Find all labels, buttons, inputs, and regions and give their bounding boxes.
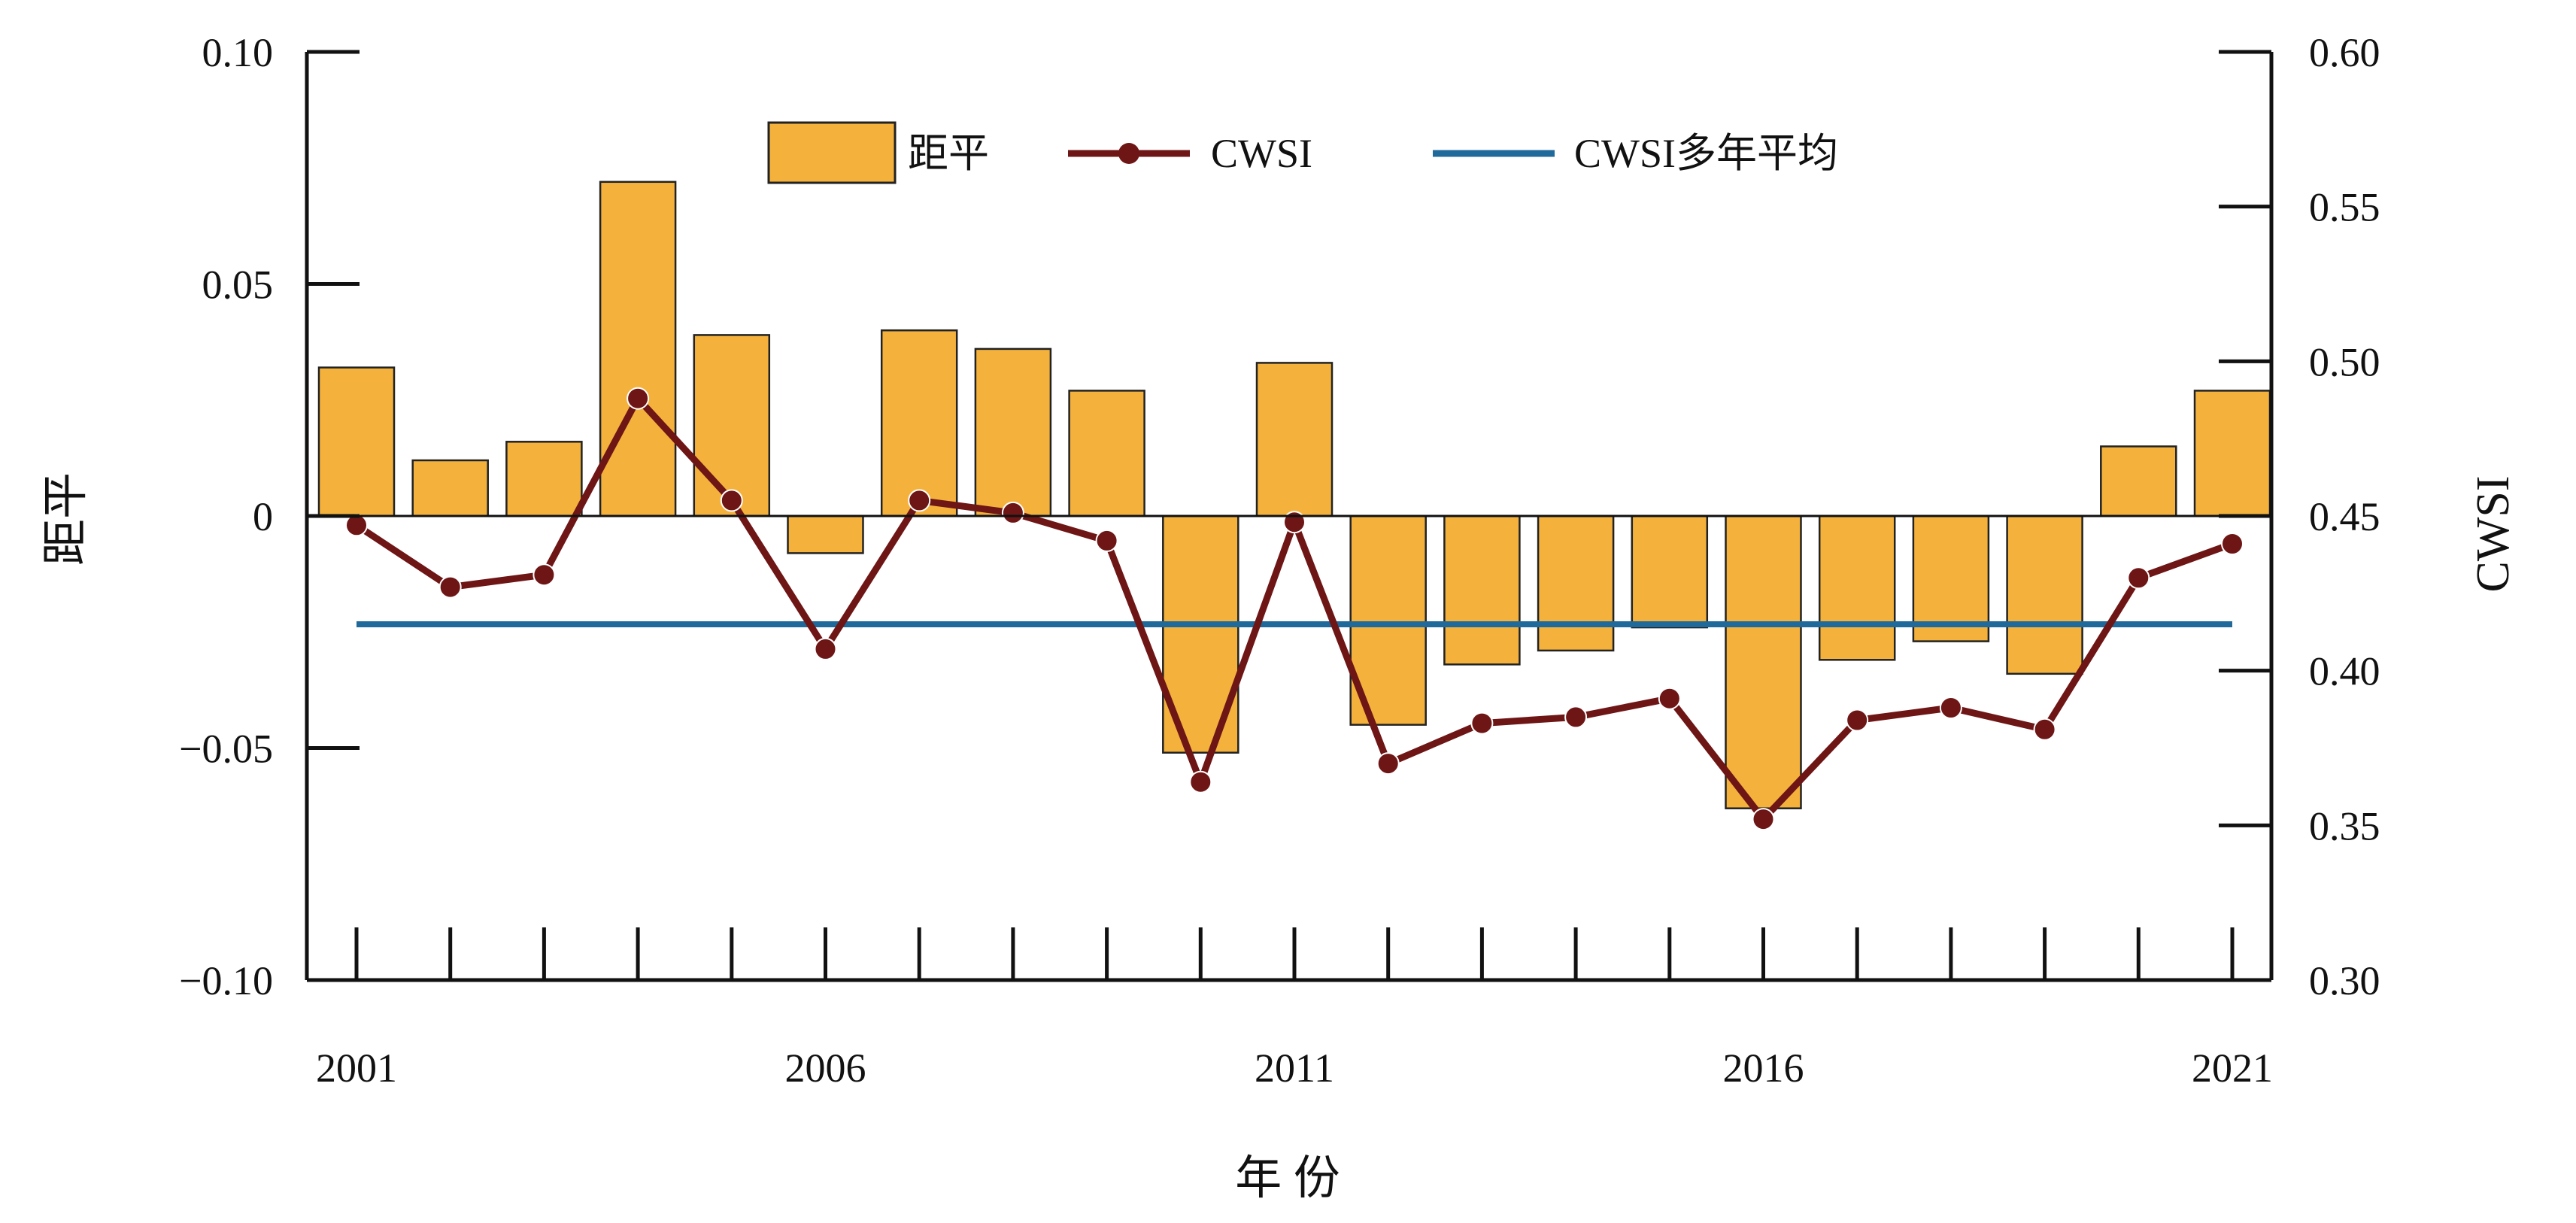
cwsi-point-2011 [1283,511,1306,534]
cwsi-point-2012 [1376,752,1400,775]
x-tick-label-2016: 2016 [1723,1045,1804,1091]
cwsi-point-2010 [1189,770,1212,794]
bar-2021 [2193,390,2271,517]
cwsi-point-2017 [1846,709,1869,732]
bar-2008 [974,347,1052,517]
cwsi-point-2013 [1470,712,1494,735]
bar-2005 [693,334,771,517]
x-tick-label-2021: 2021 [2192,1045,2273,1091]
y-right-tick-label-5: 0.35 [2309,803,2380,848]
x-axis-title: 年 份 [1235,1153,1340,1204]
y-right-tick-label-4: 0.40 [2309,649,2380,694]
bar-2009 [1068,390,1145,517]
cwsi-point-2003 [532,563,556,587]
bar-2002 [411,459,489,517]
bar-2016 [1725,514,1802,809]
y-axis-left-title: 距平 [41,472,92,566]
legend-label-cwsi: CWSI [1211,131,1312,176]
cwsi-point-2009 [1095,529,1118,552]
bar-2017 [1818,514,1896,661]
cwsi-point-2002 [438,575,462,599]
cwsi-point-2019 [2033,718,2056,741]
legend-label-average: CWSI多年平均 [1574,131,1838,176]
ticks-layer: 0.10 0.05 0 −0.05 −0.10 0.60 0.55 0.50 0.45 0.40 0… [179,30,2380,1091]
cwsi-point-2007 [908,489,931,512]
cwsi-point-2020 [2127,566,2150,590]
cwsi-point-2018 [1939,696,1962,719]
bar-2013 [1443,514,1521,666]
y-right-tick-label-6: 0.30 [2309,958,2380,1003]
legend-swatch-anomaly [767,121,897,184]
x-tick-label-2006: 2006 [785,1045,866,1091]
y-right-tick-label-3: 0.45 [2309,494,2380,539]
y-left-tick-label-1: 0.05 [202,263,274,308]
bar-2018 [1912,514,1990,642]
legend: 距平 CWSI CWSI多年平均 [767,121,1838,184]
y-right-tick-label-1: 0.55 [2309,185,2380,230]
x-tick-label-2011: 2011 [1255,1045,1334,1091]
y-left-tick-label-3: −0.05 [179,727,273,772]
cwsi-point-2005 [720,489,743,512]
bar-2014 [1537,514,1615,652]
bar-2019 [2006,514,2083,675]
x-tick-label-2001: 2001 [316,1045,397,1091]
bar-2007 [880,329,958,517]
cwsi-point-2004 [627,387,650,410]
bar-2001 [317,366,396,517]
cwsi-point-2014 [1564,706,1588,729]
cwsi-point-2015 [1658,687,1681,710]
bar-2015 [1631,514,1709,629]
bar-2011 [1255,362,1334,517]
bars-layer [317,181,2271,809]
y-left-tick-label-4: −0.10 [179,958,273,1003]
cwsi-point-2021 [2221,533,2244,555]
cwsi-point-2016 [1752,808,1775,831]
cwsi-point-2008 [1001,501,1024,524]
bar-2004 [599,181,677,517]
cwsi-point-2006 [814,637,837,660]
legend-marker-cwsi [1118,143,1139,164]
bar-2003 [505,441,583,517]
bar-2006 [787,514,864,554]
y-axis-right-title: CWSI [2468,476,2519,593]
legend-label-anomaly: 距平 [908,131,989,176]
y-left-tick-label-2: 0 [253,494,273,539]
y-right-tick-label-2: 0.50 [2309,339,2380,384]
cwsi-line-layer [345,387,2244,831]
y-right-tick-label-0: 0.60 [2309,30,2380,75]
bar-2020 [2100,445,2177,517]
y-left-tick-label-0: 0.10 [202,30,274,75]
